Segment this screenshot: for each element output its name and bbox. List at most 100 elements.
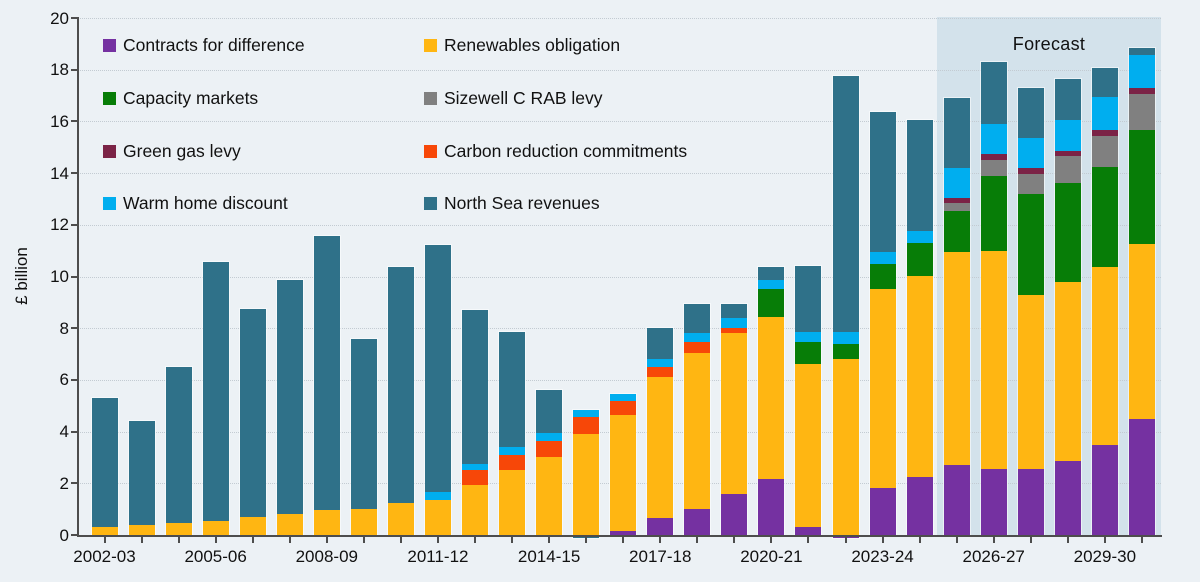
y-axis-title: £ billion bbox=[12, 247, 31, 305]
gridline bbox=[78, 379, 1161, 381]
x-axis-label: 2008-09 bbox=[295, 547, 358, 566]
bar-segment-2028-29-cm bbox=[1054, 183, 1081, 282]
bar-segment-2021-22-ns bbox=[795, 266, 822, 333]
y-axis-tick bbox=[71, 68, 78, 71]
bar-2013-14 bbox=[498, 331, 527, 536]
bar-segment-2027-28-ns bbox=[1017, 87, 1044, 139]
x-axis-tick bbox=[436, 536, 439, 543]
gridline bbox=[78, 69, 1161, 71]
bar-segment-2019-20-ro bbox=[721, 333, 748, 494]
bar-segment-2027-28-whd bbox=[1017, 138, 1044, 168]
bar-segment-2003-04-ro bbox=[128, 524, 155, 535]
bar-segment-2018-19-ns bbox=[684, 303, 711, 334]
bar-2020-21 bbox=[757, 266, 786, 536]
legend-swatch-ggl bbox=[103, 144, 116, 158]
x-axis-label: 2020-21 bbox=[740, 547, 803, 566]
legend-swatch-ns bbox=[424, 196, 437, 210]
bar-segment-2030-31-cm bbox=[1128, 130, 1155, 245]
bar-segment-2027-28-rab bbox=[1017, 174, 1044, 194]
bar-segment-2013-14-ns bbox=[499, 332, 526, 448]
bar-segment-2023-24-cm bbox=[869, 263, 896, 290]
y-axis-label: 10 bbox=[50, 267, 69, 286]
bar-2019-20 bbox=[720, 302, 749, 536]
bar-segment-2030-31-ns bbox=[1128, 47, 1155, 56]
bar-segment-2020-21-whd bbox=[758, 280, 785, 290]
legend-label-crc: Carbon reduction commitments bbox=[444, 141, 688, 161]
legend-label-ro: Renewables obligation bbox=[444, 35, 621, 55]
x-axis-tick bbox=[1029, 536, 1032, 543]
y-axis-tick bbox=[71, 275, 78, 278]
bar-segment-2012-13-ns bbox=[462, 310, 488, 464]
gridline bbox=[78, 121, 1161, 123]
bar-2021-22 bbox=[794, 265, 823, 536]
bar-2024-25 bbox=[905, 119, 934, 536]
bar-2016-17 bbox=[609, 393, 638, 536]
bar-2026-27 bbox=[979, 60, 1008, 536]
bar-segment-2024-25-cfd bbox=[906, 476, 933, 535]
x-axis-tick bbox=[325, 536, 328, 543]
bar-2008-09 bbox=[312, 235, 341, 536]
x-axis-tick bbox=[1140, 536, 1143, 543]
x-axis-label: 2023-24 bbox=[851, 547, 914, 566]
bar-2007-08 bbox=[275, 279, 304, 536]
bar-segment-2024-25-whd bbox=[906, 231, 933, 243]
bar-segment-2025-26-rab bbox=[943, 202, 970, 211]
legend-swatch-crc bbox=[424, 144, 437, 158]
x-axis-label: 2029-30 bbox=[1073, 547, 1137, 566]
y-axis-tick bbox=[71, 172, 78, 175]
bar-segment-2003-04-ns bbox=[128, 421, 155, 525]
bar-segment-2015-16-ro bbox=[573, 434, 600, 535]
bar-segment-2028-29-rab bbox=[1054, 156, 1081, 184]
bar-segment-2029-30-cfd bbox=[1091, 444, 1118, 535]
y-axis-label: 8 bbox=[59, 318, 69, 338]
legend-item-cfd: Contracts for difference bbox=[103, 36, 305, 54]
bar-segment-2004-05-ns bbox=[165, 366, 192, 524]
y-axis-tick bbox=[71, 534, 78, 536]
bar-segment-2020-21-ns bbox=[758, 267, 785, 281]
x-axis-tick bbox=[659, 536, 662, 543]
bar-segment-2014-15-ns bbox=[536, 390, 563, 433]
bar-segment-2029-30-whd bbox=[1091, 96, 1118, 131]
x-axis-tick bbox=[177, 536, 180, 543]
x-axis-tick bbox=[622, 536, 625, 543]
bar-segment-2023-24-cfd bbox=[869, 488, 896, 535]
forecast-band bbox=[937, 17, 1161, 535]
legend-item-rab: Sizewell C RAB levy bbox=[424, 89, 603, 107]
bar-segment-2021-22-whd bbox=[795, 332, 822, 343]
gridline bbox=[78, 276, 1161, 278]
y-axis-label: 14 bbox=[50, 163, 69, 183]
bar-2009-10 bbox=[349, 337, 378, 536]
bar-segment-2020-21-cm bbox=[758, 289, 785, 317]
legend-label-whd: Warm home discount bbox=[123, 193, 288, 213]
bar-segment-2024-25-ns bbox=[906, 120, 933, 232]
bar-segment-2015-16-crc bbox=[573, 417, 600, 435]
bar-2022-23 bbox=[831, 75, 860, 539]
x-axis-tick bbox=[251, 536, 254, 543]
bar-segment-2016-17-crc bbox=[610, 400, 637, 415]
bar-segment-2006-07-ns bbox=[239, 308, 266, 517]
bar-segment-2008-09-ns bbox=[313, 236, 340, 511]
bar-2005-06 bbox=[201, 261, 230, 536]
gridline bbox=[78, 18, 1161, 19]
bar-segment-2016-17-whd bbox=[610, 394, 637, 401]
bar-segment-2014-15-ro bbox=[536, 457, 563, 535]
x-axis-tick bbox=[918, 536, 921, 543]
bar-segment-2024-25-ro bbox=[906, 276, 933, 477]
x-axis-tick bbox=[474, 536, 476, 543]
bar-segment-2022-23-ro bbox=[832, 359, 859, 535]
bar-segment-2028-29-whd bbox=[1054, 120, 1081, 152]
bar-segment-2005-06-ro bbox=[202, 520, 229, 535]
bar-segment-2002-03-ro bbox=[91, 527, 118, 535]
x-axis-label: 2017-18 bbox=[629, 547, 692, 566]
bar-2006-07 bbox=[238, 307, 267, 537]
x-axis-tick bbox=[140, 536, 143, 543]
bar-segment-2022-23-cm bbox=[832, 343, 859, 360]
y-axis-label: 0 bbox=[59, 525, 69, 545]
legend-label-rab: Sizewell C RAB levy bbox=[444, 88, 603, 108]
y-axis-tick bbox=[71, 223, 78, 226]
bar-segment-2030-31-rab bbox=[1128, 94, 1155, 131]
bar-segment-2026-27-cm bbox=[980, 175, 1007, 251]
legend-swatch-ro bbox=[424, 38, 437, 52]
bar-segment-2026-27-whd bbox=[980, 123, 1007, 154]
